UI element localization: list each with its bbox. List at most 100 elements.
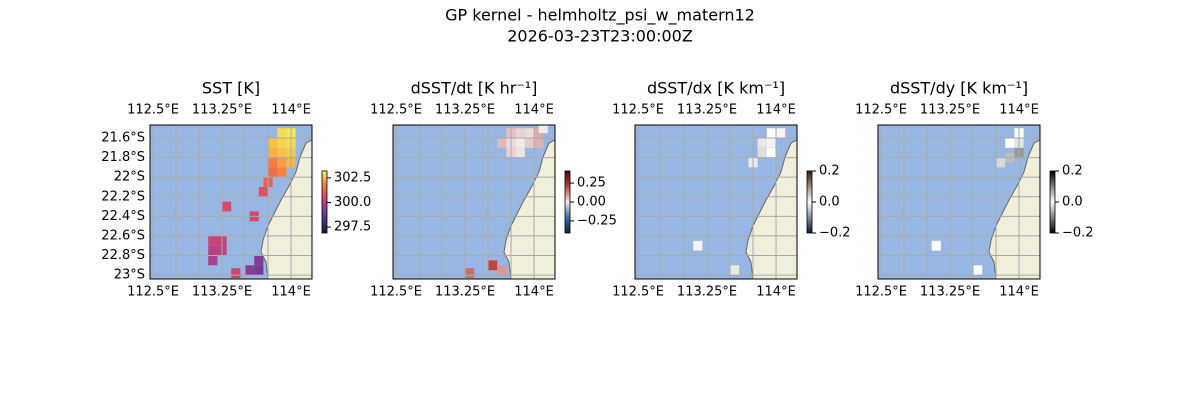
- data-cell: [245, 265, 255, 276]
- data-cell: [497, 138, 507, 148]
- x-tick-label-bottom: 114°E: [514, 285, 554, 300]
- data-cell: [222, 201, 232, 212]
- y-tick-label: 22°S: [114, 170, 145, 185]
- x-tick-label-top: 112.5°E: [127, 103, 179, 118]
- data-cell: [277, 167, 287, 178]
- x-tick-label-top: 114°E: [514, 103, 554, 118]
- map: [150, 125, 312, 279]
- data-cell: [534, 138, 544, 148]
- data-cell: [524, 138, 535, 148]
- data-cell: [488, 260, 498, 271]
- x-tick-label-bottom: 113.25°E: [435, 285, 495, 300]
- data-cell: [776, 128, 786, 139]
- x-tick-label-top: 113.25°E: [920, 103, 980, 118]
- y-tick-label: 22.8°S: [101, 248, 145, 263]
- data-cell: [497, 265, 507, 276]
- y-tick-label: 22.2°S: [101, 189, 145, 204]
- y-tick-label: 22.4°S: [101, 209, 145, 224]
- data-cell: [258, 186, 269, 197]
- data-cell: [931, 240, 941, 251]
- y-tick-label: 22.6°S: [101, 228, 145, 243]
- map: [878, 125, 1040, 279]
- x-tick-label-bottom: 113.25°E: [920, 285, 980, 300]
- x-tick-label-top: 114°E: [999, 103, 1039, 118]
- x-tick-label-top: 112.5°E: [370, 103, 422, 118]
- data-cell: [277, 147, 287, 158]
- data-cell: [208, 245, 218, 256]
- data-cell: [465, 268, 475, 279]
- colorbar-tick-label: −0.2: [819, 226, 851, 241]
- data-cell: [515, 147, 525, 158]
- y-tick-label: 21.6°S: [101, 131, 145, 146]
- colorbar-tick-label: 0.0: [819, 195, 840, 210]
- panel-title: SST [K]: [202, 79, 260, 98]
- map-frame: [149, 124, 313, 280]
- x-tick-label-bottom: 112.5°E: [855, 285, 907, 300]
- x-tick-label-bottom: 112.5°E: [127, 285, 179, 300]
- colorbar: [806, 170, 813, 234]
- data-cell: [254, 265, 264, 276]
- map: [393, 125, 555, 279]
- colorbar: [321, 170, 328, 234]
- x-tick-label-top: 114°E: [271, 103, 311, 118]
- data-cell: [730, 265, 740, 276]
- map-frame: [392, 124, 556, 280]
- colorbar-tick-label: 0.2: [819, 164, 840, 179]
- data-cell: [534, 128, 544, 139]
- x-tick-label-bottom: 112.5°E: [370, 285, 422, 300]
- data-cell: [766, 147, 777, 158]
- colorbar: [564, 170, 571, 234]
- y-tick-label: 21.8°S: [101, 150, 145, 165]
- data-cell: [996, 157, 1006, 168]
- data-cell: [277, 157, 287, 168]
- data-cell: [268, 138, 278, 148]
- x-tick-label-bottom: 113.25°E: [677, 285, 737, 300]
- x-tick-label-bottom: 113.25°E: [192, 285, 252, 300]
- colorbar: [1049, 170, 1056, 234]
- x-tick-label-top: 112.5°E: [612, 103, 664, 118]
- data-cell: [757, 138, 767, 148]
- figure-title: GP kernel - helmholtz_psi_w_matern12: [445, 6, 755, 26]
- colorbar-tick-label: 297.5: [334, 220, 371, 235]
- x-tick-label-top: 113.25°E: [192, 103, 252, 118]
- data-cell: [231, 268, 241, 279]
- x-tick-label-top: 114°E: [756, 103, 796, 118]
- map: [635, 125, 797, 279]
- data-cell: [515, 138, 525, 148]
- data-cell: [208, 235, 218, 246]
- data-cell: [277, 128, 287, 139]
- x-tick-label-bottom: 114°E: [756, 285, 796, 300]
- data-cell: [766, 128, 777, 139]
- colorbar-tick-label: 300.0: [334, 195, 371, 210]
- colorbar-tick-label: −0.25: [577, 213, 617, 228]
- x-tick-label-top: 113.25°E: [435, 103, 495, 118]
- data-cell: [538, 125, 548, 134]
- data-cell: [254, 255, 264, 266]
- x-tick-label-top: 112.5°E: [855, 103, 907, 118]
- colorbar-tick-label: 302.5: [334, 170, 371, 185]
- data-cell: [268, 167, 278, 178]
- colorbar-tick-label: 0.0: [1062, 195, 1083, 210]
- data-cell: [1005, 138, 1015, 148]
- data-cell: [268, 157, 278, 168]
- data-cell: [973, 265, 983, 276]
- x-tick-label-top: 113.25°E: [677, 103, 737, 118]
- panel-title: dSST/dx [K km⁻¹]: [647, 79, 785, 98]
- data-cell: [766, 138, 777, 148]
- x-tick-label-bottom: 112.5°E: [612, 285, 664, 300]
- data-cell: [693, 240, 703, 251]
- colorbar-tick-label: 0.2: [1062, 164, 1083, 179]
- x-tick-label-bottom: 114°E: [271, 285, 311, 300]
- colorbar-tick-label: −0.2: [1062, 226, 1094, 241]
- colorbar-tick-label: 0.25: [577, 176, 606, 191]
- map-frame: [634, 124, 798, 280]
- colorbar-tick-label: 0.00: [577, 195, 606, 210]
- data-cell: [208, 255, 218, 266]
- x-tick-label-bottom: 114°E: [999, 285, 1039, 300]
- panel-title: dSST/dt [K hr⁻¹]: [411, 79, 538, 98]
- panel-title: dSST/dy [K km⁻¹]: [890, 79, 1028, 98]
- figure-subtitle: 2026-03-23T23:00:00Z: [507, 27, 693, 46]
- data-cell: [268, 147, 278, 158]
- data-cell: [277, 138, 287, 148]
